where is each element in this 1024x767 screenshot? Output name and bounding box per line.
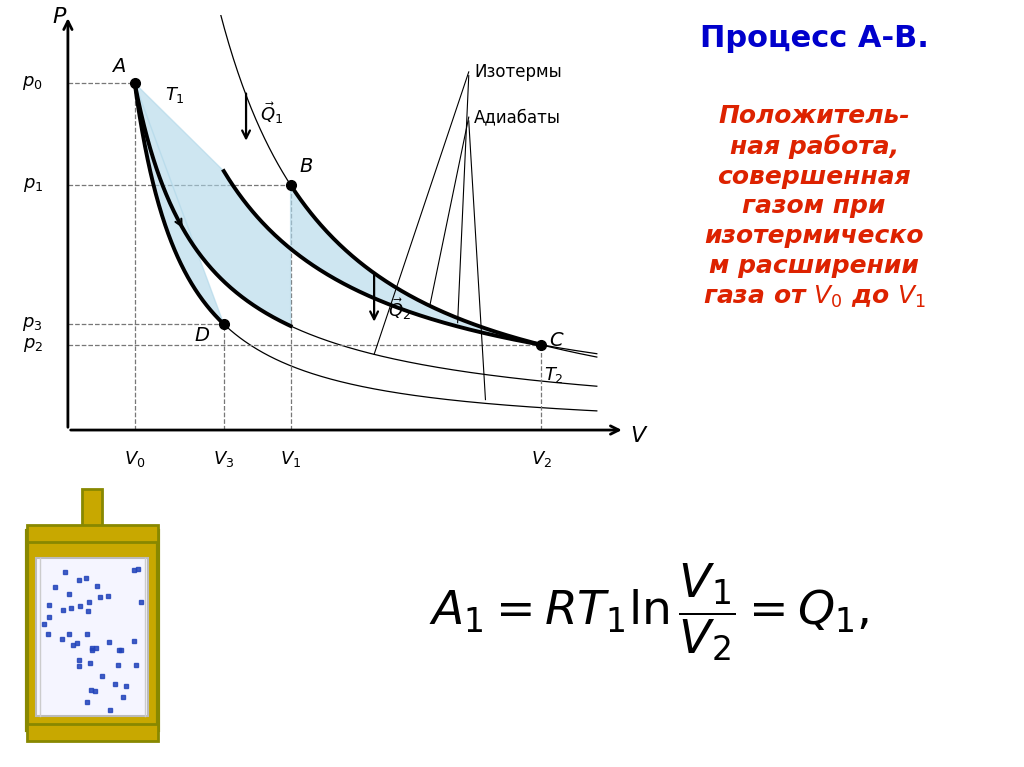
Polygon shape [135,83,541,344]
Text: $V$: $V$ [630,426,649,446]
Bar [27,525,158,542]
Text: $P$: $P$ [52,7,68,27]
Text: $B$: $B$ [299,156,313,176]
Text: $V_3$: $V_3$ [213,449,234,469]
Text: $p_1$: $p_1$ [23,176,43,194]
Text: $p_3$: $p_3$ [23,315,43,333]
Text: $V_0$: $V_0$ [124,449,145,469]
Bar [82,489,102,531]
Text: $T_2$: $T_2$ [544,365,563,386]
Text: Положитель-
ная работа,
совершенная
газом при
изотермическо
м расширении
газа от: Положитель- ная работа, совершенная газо… [702,104,926,310]
Bar [27,724,158,741]
FancyBboxPatch shape [27,531,158,729]
Text: Адиабаты: Адиабаты [474,108,561,126]
Text: $A$: $A$ [112,57,126,76]
Text: $p_2$: $p_2$ [23,336,43,354]
Text: $\vec{Q}_2$: $\vec{Q}_2$ [388,297,411,322]
Text: Процесс А-В.: Процесс А-В. [699,25,929,53]
Text: $V_2$: $V_2$ [530,449,552,469]
Bar [37,558,147,716]
Text: $C$: $C$ [550,331,565,351]
Text: $D$: $D$ [194,326,210,345]
Text: $p_0$: $p_0$ [23,74,43,92]
Text: Изотермы: Изотермы [474,63,562,81]
Text: $T_1$: $T_1$ [165,85,185,105]
Text: $\vec{Q}_1$: $\vec{Q}_1$ [260,100,284,127]
Text: $V_1$: $V_1$ [280,449,301,469]
Text: $A_1 = RT_1\ln\dfrac{V_1}{V_2} = Q_1,$: $A_1 = RT_1\ln\dfrac{V_1}{V_2} = Q_1,$ [429,561,869,663]
